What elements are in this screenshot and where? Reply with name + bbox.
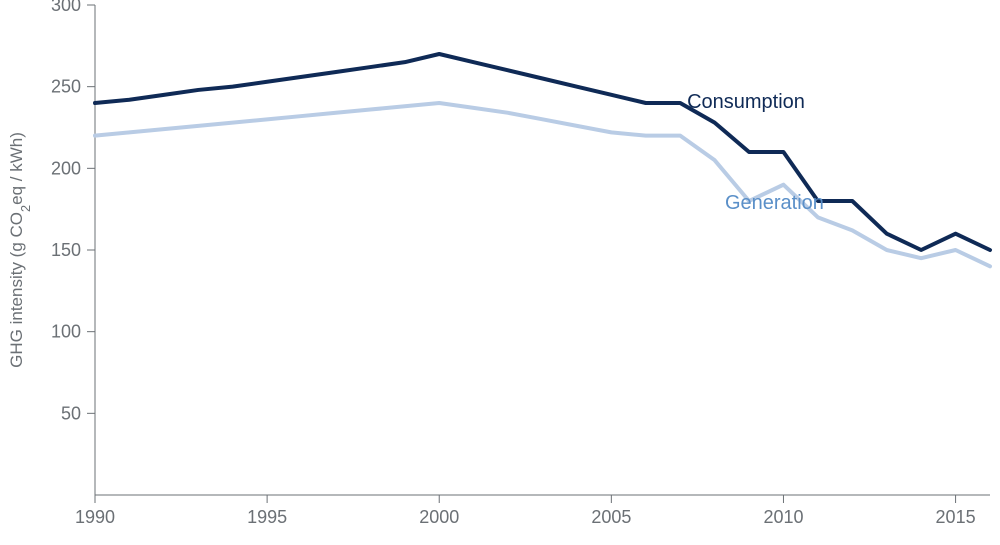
x-tick-label: 1990 [75,507,115,527]
x-tick-label: 1995 [247,507,287,527]
chart-svg: 1990 1995 2000 2005 2010 2015 50 100 150 200 250 30… [0,0,1000,545]
series-label-consumption: Consumption [687,91,805,113]
series-line-generation [95,103,990,266]
series-label-generation: Generation [725,192,824,214]
ghg-intensity-chart: 1990 1995 2000 2005 2010 2015 50 100 150 200 250 30… [0,0,1000,545]
y-tick-label: 50 [61,403,81,423]
x-tick-label: 2000 [419,507,459,527]
y-tick-label: 250 [51,77,81,97]
x-tick-label: 2015 [936,507,976,527]
y-tick-label: 300 [51,0,81,15]
series-line-consumption [95,54,990,250]
y-axis-label: GHG intensity (g CO2eq / kWh) [7,132,33,368]
y-tick-label: 150 [51,240,81,260]
y-tick-label: 200 [51,158,81,178]
y-tick-label: 100 [51,322,81,342]
x-tick-label: 2010 [763,507,803,527]
x-tick-label: 2005 [591,507,631,527]
